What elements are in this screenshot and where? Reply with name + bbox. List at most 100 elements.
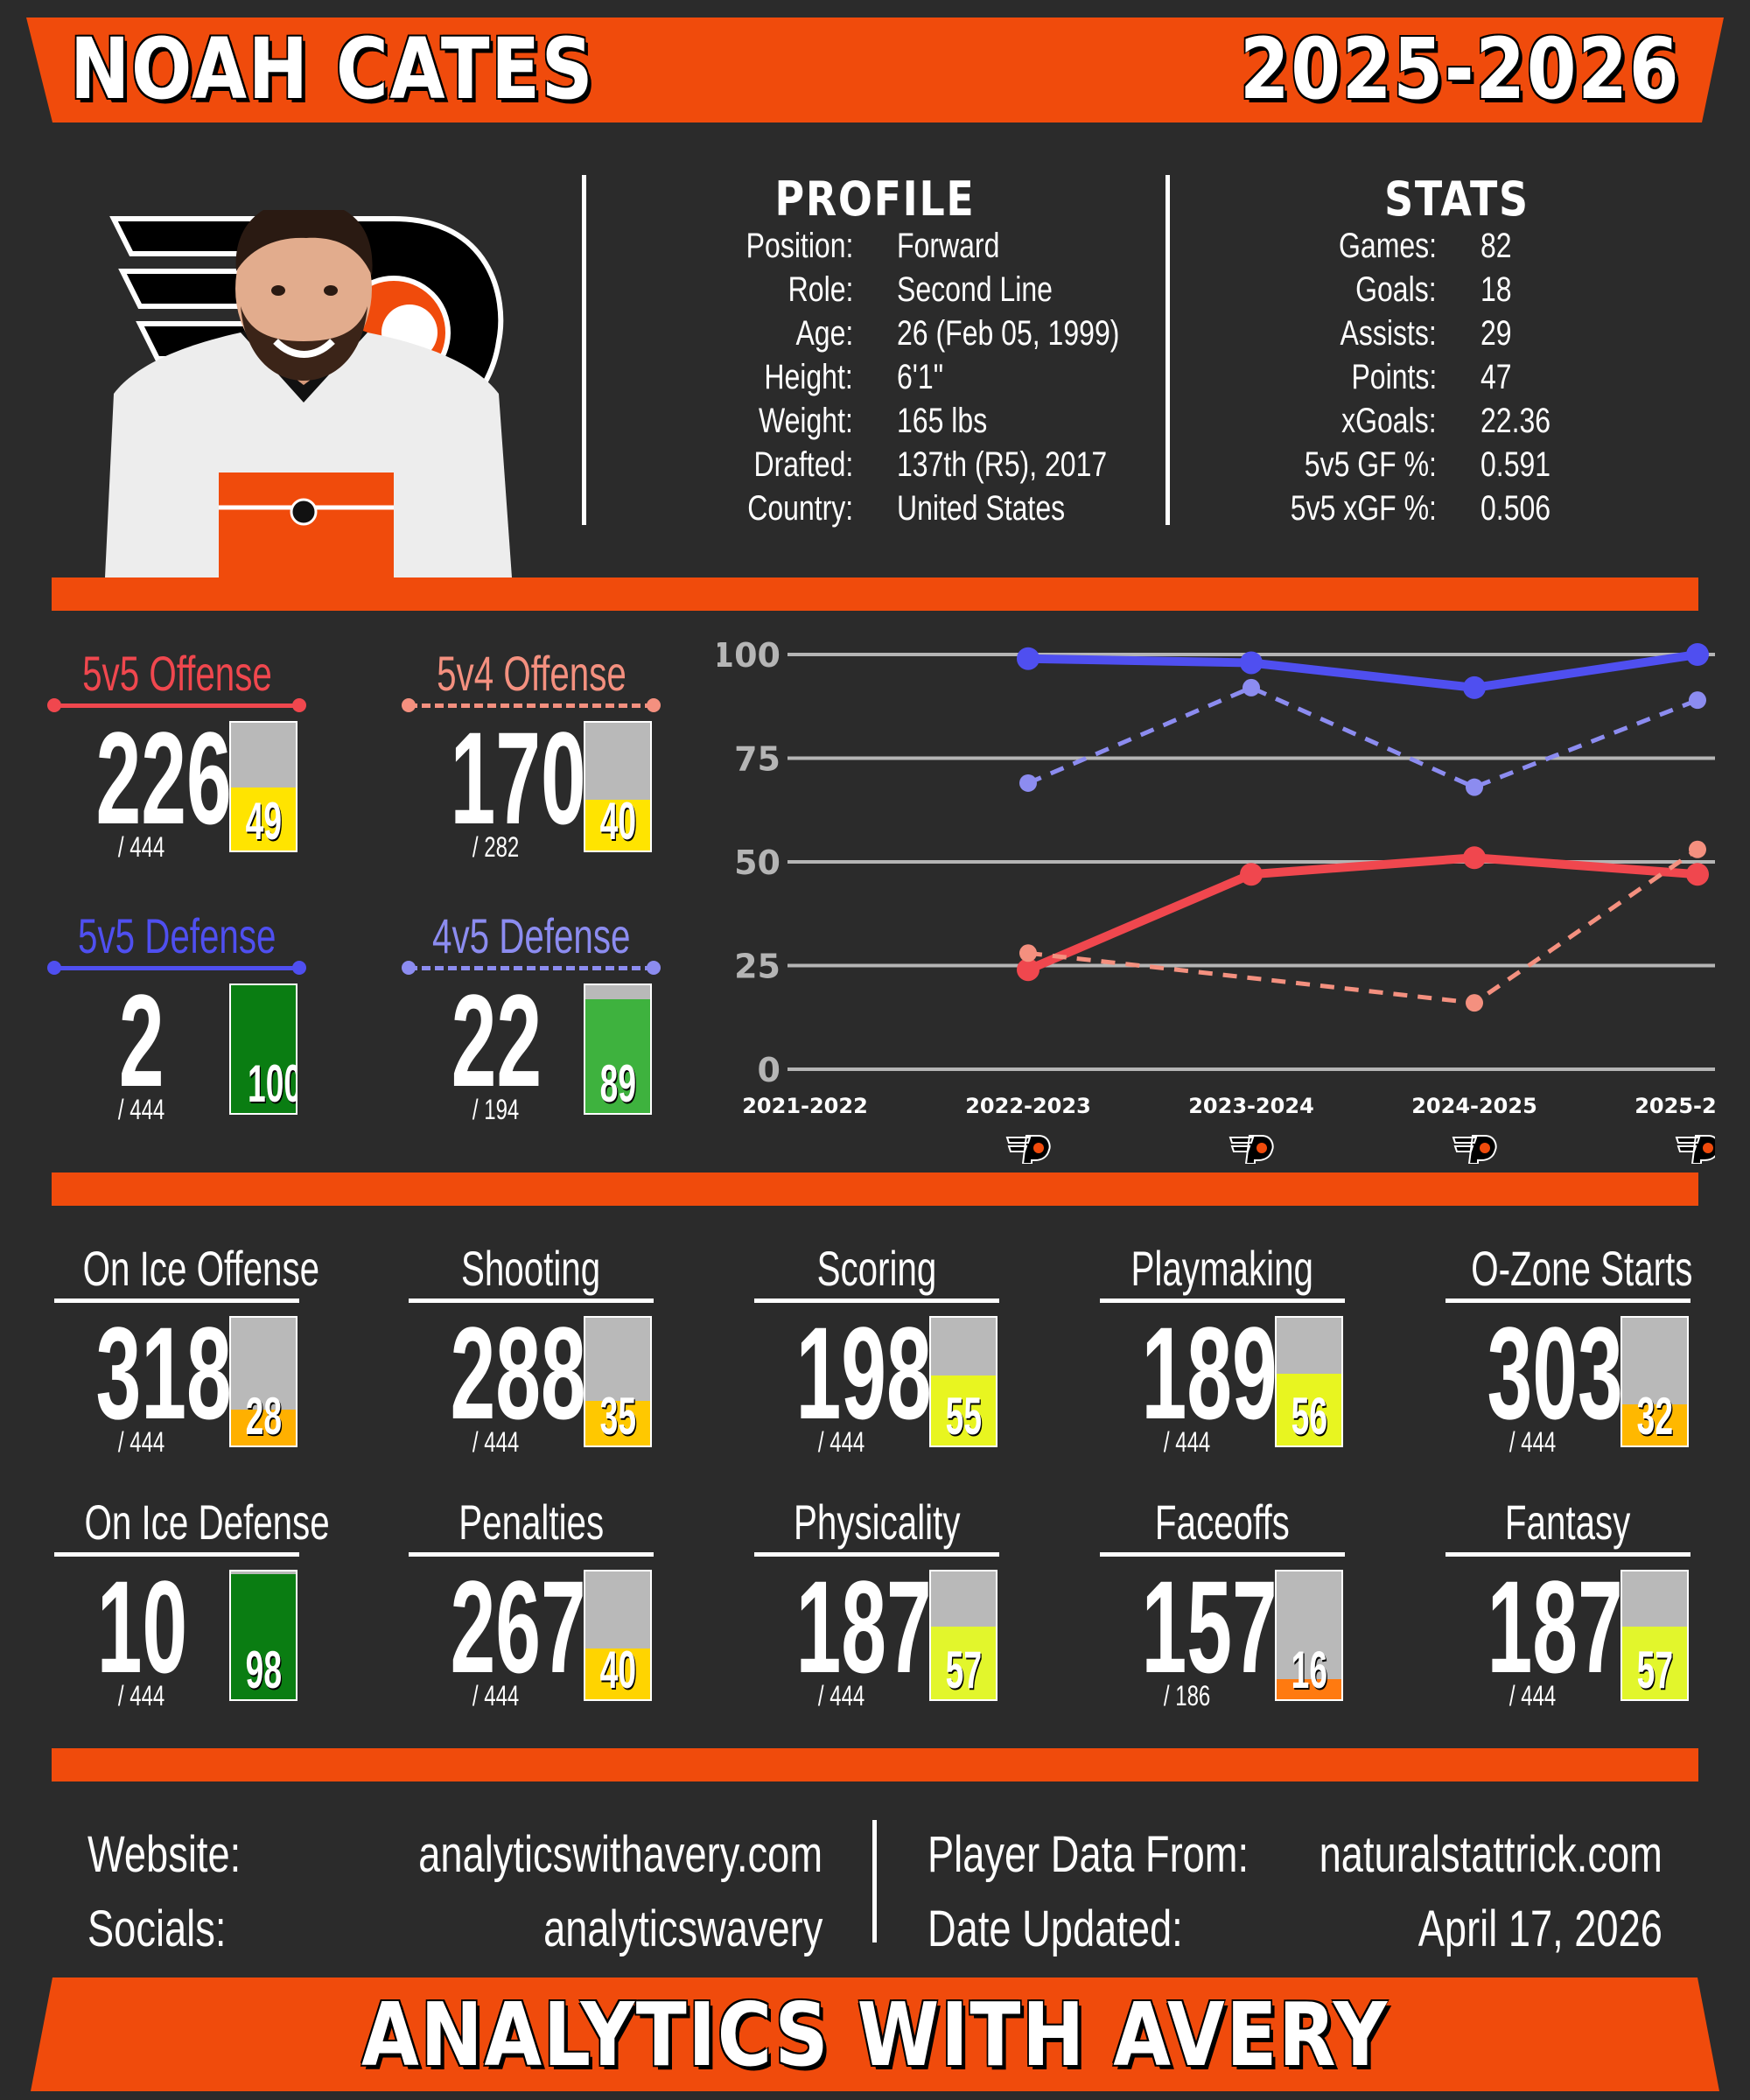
profile-row-label-text: Country:	[747, 489, 853, 528]
metric-rank: 318	[54, 1307, 232, 1438]
series-point	[1689, 840, 1706, 858]
profile-row-label: Position:	[719, 224, 853, 268]
percentile-value-text: 57	[945, 1641, 982, 1699]
percentile-value-text: 55	[945, 1387, 982, 1446]
metric-total: / 186	[1100, 1680, 1275, 1712]
metric-underline	[1100, 1552, 1345, 1557]
percentile-value-text: 40	[599, 792, 636, 850]
x-tick-label: 2021-2022	[742, 1094, 868, 1118]
brand-title: ANALYTICS WITH AVERY	[361, 1984, 1389, 2086]
metric-title: 5v5 Offense	[37, 648, 317, 700]
series-point	[1240, 651, 1263, 675]
stats-row-label: Assists:	[1316, 312, 1437, 355]
percentile-value-text: 89	[599, 1054, 636, 1113]
percentile-value: 89	[585, 1055, 650, 1113]
percentile-bar: 56	[1275, 1316, 1343, 1447]
metric-title-text: 4v5 Defense	[431, 908, 631, 963]
percentile-bar-fill	[1622, 1626, 1687, 1699]
percentile-value: 57	[1622, 1642, 1687, 1699]
divider	[1166, 175, 1170, 525]
series-point	[1240, 863, 1263, 886]
stats-row-value: 0.506	[1480, 486, 1568, 530]
percentile-bar: 100	[229, 984, 298, 1115]
stats-row-label: 5v5 GF %:	[1271, 443, 1437, 486]
stats-row-value-text: 82	[1480, 227, 1512, 265]
player-photo	[105, 210, 512, 578]
stats-row-label: xGoals:	[1318, 399, 1437, 443]
metric-rank-text: 288	[450, 1299, 586, 1446]
series-point	[1463, 676, 1486, 699]
metric-title: 5v5 Defense	[37, 910, 317, 962]
metric-underline	[409, 966, 654, 970]
metric-tile: 5v4 Offense 170/ 282 40	[402, 648, 661, 863]
percentile-bar: 89	[584, 984, 652, 1115]
stats-row-label-text: xGoals:	[1341, 402, 1437, 440]
metric-title: Faceoffs	[1082, 1496, 1362, 1549]
stats-row-value: 18	[1480, 268, 1520, 312]
section-divider	[52, 1748, 1698, 1782]
section-divider	[52, 578, 1698, 611]
percentile-bar: 40	[584, 721, 652, 852]
profile-row-label: Role:	[772, 268, 853, 312]
socials-handle[interactable]: analyticswavery	[542, 1900, 822, 1957]
metric-total-text: / 444	[818, 1680, 865, 1712]
flyers-logo-icon	[1005, 1135, 1051, 1164]
metric-rank-text: 187	[795, 1553, 932, 1700]
percentile-bar: 28	[229, 1316, 298, 1447]
data-source-link[interactable]: naturalstattrick.com	[1319, 1826, 1662, 1883]
stats-row-label: Points:	[1330, 355, 1437, 399]
profile-row-label-text: Age:	[795, 314, 853, 353]
metric-total: / 444	[409, 1426, 584, 1459]
stats-title: STATS	[1384, 172, 1530, 227]
series-line	[1026, 853, 1698, 974]
metric-rank: 187	[754, 1553, 932, 1700]
metric-total: / 444	[1446, 1680, 1620, 1712]
metric-title: Scoring	[737, 1242, 1017, 1295]
metric-rank: 267	[409, 1561, 586, 1692]
metric-rank-text: 303	[1487, 1299, 1623, 1446]
percentile-value: 28	[231, 1388, 296, 1446]
percentile-bar-fill	[1277, 1374, 1341, 1446]
player-name: NOAH CATES	[70, 20, 595, 118]
y-tick-label: 100	[718, 636, 780, 675]
metric-title-text: 5v5 Offense	[81, 646, 272, 701]
legend-dot	[402, 698, 416, 712]
metric-rank: 288	[409, 1299, 586, 1446]
metric-tile: Fantasy 187/ 444 57	[1446, 1496, 1690, 1712]
metric-title: On Ice Defense	[37, 1496, 329, 1549]
x-tick-label: 2024-2025	[1411, 1094, 1537, 1118]
metric-total-text: / 444	[818, 1426, 865, 1458]
metric-title: Physicality	[737, 1496, 1017, 1549]
metric-title-text: Penalties	[458, 1494, 604, 1550]
percentile-bar-fill	[231, 1410, 296, 1446]
series-point	[1466, 778, 1483, 796]
percentile-bar: 55	[929, 1316, 998, 1447]
metric-total: / 444	[54, 1680, 229, 1712]
metric-rank-text: 226	[95, 704, 232, 851]
profile-row-label: Weight:	[735, 399, 853, 443]
metric-title: Fantasy	[1428, 1496, 1708, 1549]
percentile-bar-fill	[585, 1400, 650, 1446]
stats-row-value: 0.591	[1480, 443, 1568, 486]
legend-dot	[647, 698, 661, 712]
series-point	[1466, 994, 1483, 1012]
percentile-value-text: 56	[1291, 1387, 1327, 1446]
percentile-bar-fill	[585, 1648, 650, 1699]
profile-row-value-text: 6'1"	[897, 358, 944, 396]
x-tick-label: 2023-2024	[1188, 1094, 1314, 1118]
series-point	[1686, 643, 1709, 666]
series-line	[1027, 650, 1698, 692]
stats-row-label: 5v5 xGF %:	[1254, 486, 1437, 530]
metric-title-text: Shooting	[461, 1241, 601, 1296]
website-link[interactable]: analyticswithavery.com	[418, 1826, 822, 1883]
flyers-logo-shape	[1452, 1135, 1497, 1164]
profile-row-value: 165 lbs	[897, 399, 1010, 443]
metric-tile: Playmaking 189/ 444 56	[1100, 1242, 1345, 1458]
percentile-bar: 32	[1620, 1316, 1689, 1447]
brand-banner	[31, 1978, 1719, 2091]
metric-title: Shooting	[391, 1242, 671, 1295]
metric-rank-text: 189	[1141, 1299, 1278, 1446]
profile-row-label-text: Drafted:	[753, 445, 853, 484]
percentile-bar-fill	[231, 985, 296, 1113]
series-point	[1689, 691, 1706, 710]
